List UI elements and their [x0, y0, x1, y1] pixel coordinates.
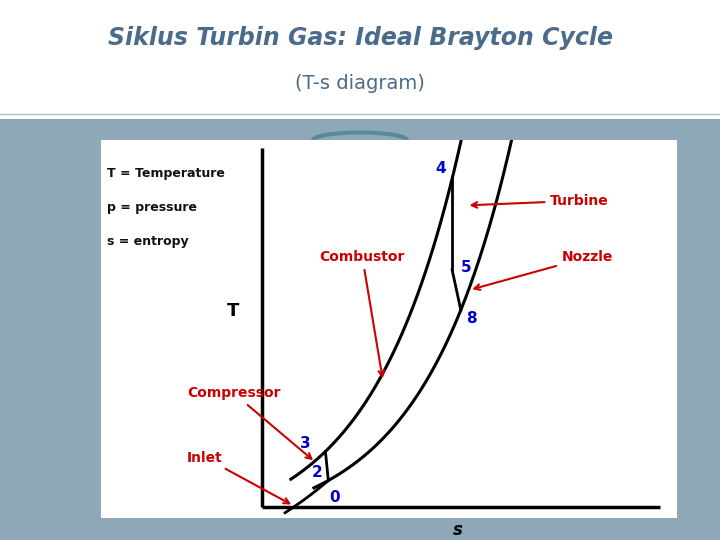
Text: Siklus Turbin Gas: Ideal Brayton Cycle: Siklus Turbin Gas: Ideal Brayton Cycle	[107, 26, 613, 50]
Text: Turbine: Turbine	[472, 194, 609, 208]
Text: Nozzle: Nozzle	[474, 251, 613, 290]
Text: 8: 8	[467, 311, 477, 326]
Text: (T-s diagram): (T-s diagram)	[295, 73, 425, 93]
Text: s: s	[453, 521, 463, 539]
Text: 2: 2	[312, 465, 323, 480]
Text: 3: 3	[300, 436, 311, 451]
Text: p = pressure: p = pressure	[107, 201, 197, 214]
Text: 4: 4	[436, 161, 446, 176]
Text: 0: 0	[329, 490, 339, 505]
Text: T: T	[227, 301, 240, 320]
Text: T = Temperature: T = Temperature	[107, 167, 225, 180]
Text: Combustor: Combustor	[320, 251, 405, 376]
Text: Inlet: Inlet	[187, 451, 289, 503]
Text: s = entropy: s = entropy	[107, 235, 188, 248]
Text: Compressor: Compressor	[187, 387, 312, 459]
Text: 5: 5	[461, 260, 472, 275]
